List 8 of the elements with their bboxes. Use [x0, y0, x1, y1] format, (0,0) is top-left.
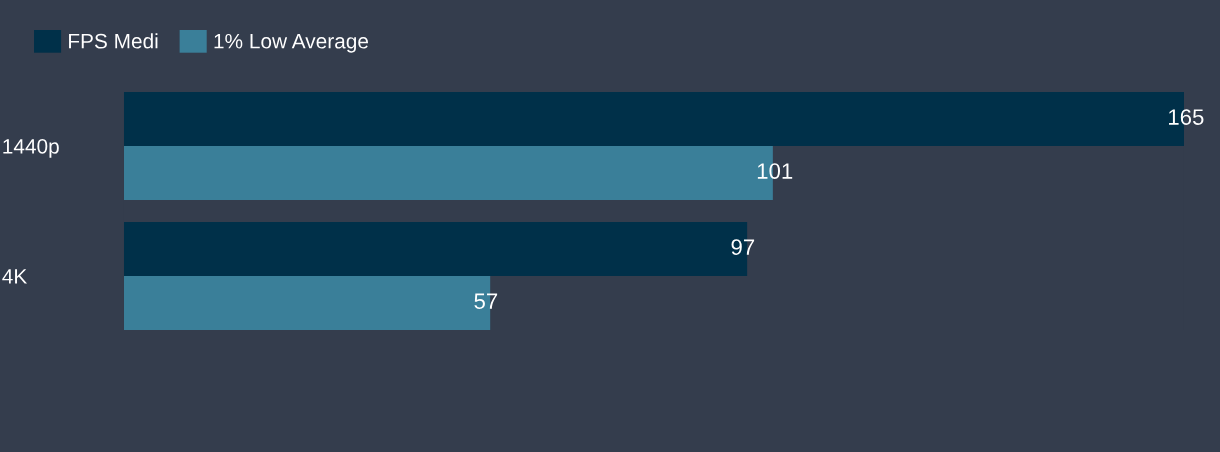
y-tick-label: 4K	[2, 269, 28, 284]
data-label: 57	[474, 293, 498, 309]
data-label: 97	[731, 239, 755, 255]
legend-label: FPS Medi	[69, 33, 158, 49]
legend-label: 1% Low Average	[214, 33, 369, 53]
y-tick-label: 1440p	[3, 138, 59, 158]
data-label: 101	[757, 163, 793, 179]
data-label: 165	[1169, 109, 1204, 125]
